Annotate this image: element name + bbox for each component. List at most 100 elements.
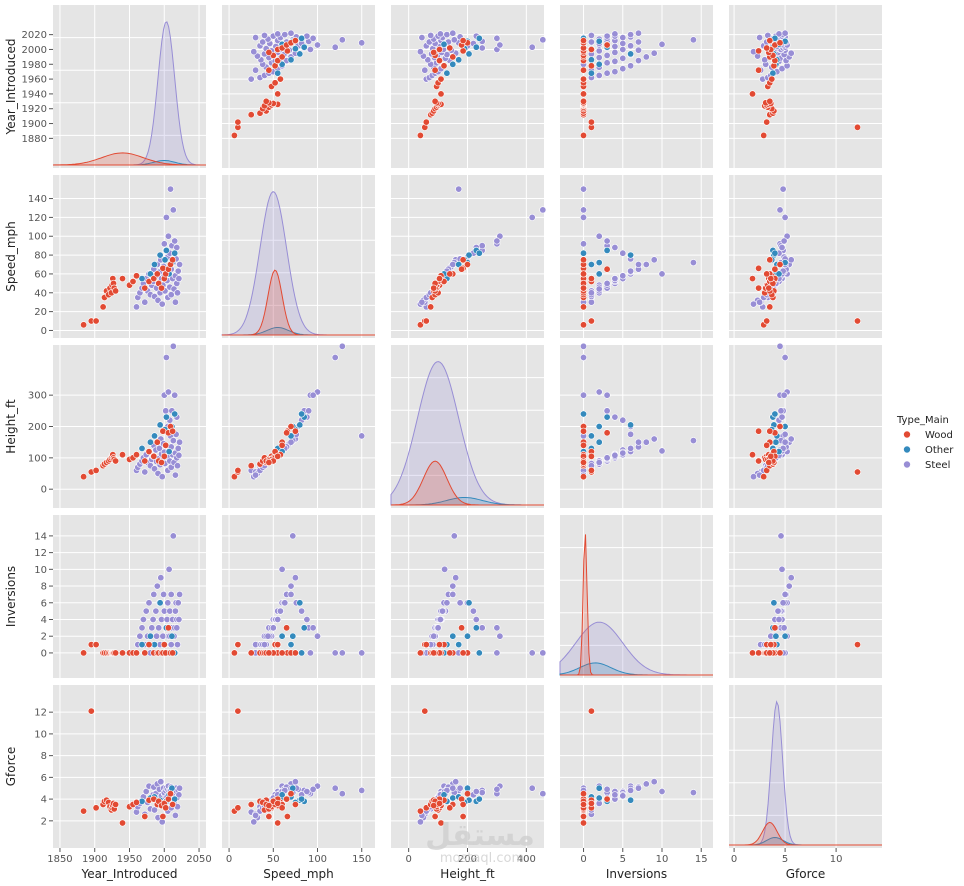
- point-wood: [265, 649, 273, 657]
- legend-marker-steel: [903, 460, 911, 469]
- point-steel: [787, 256, 795, 264]
- point-steel: [611, 57, 619, 65]
- point-other: [156, 251, 164, 259]
- point-wood: [458, 624, 466, 632]
- x-tick-label: 0: [731, 854, 737, 865]
- point-steel: [611, 68, 619, 76]
- point-steel: [780, 391, 788, 399]
- point-other: [587, 432, 595, 440]
- point-other: [296, 599, 304, 607]
- point-other: [465, 251, 473, 259]
- point-wood: [767, 641, 775, 649]
- point-wood: [274, 57, 282, 65]
- point-other: [287, 641, 295, 649]
- y-tick-label: 140: [28, 194, 47, 205]
- point-steel: [478, 44, 486, 52]
- x-tick-label: 400: [517, 854, 536, 865]
- y-tick-label: 14: [34, 531, 47, 542]
- point-wood: [579, 473, 587, 481]
- y-tick-label: 12: [34, 548, 47, 559]
- y-tick-label: 8: [41, 582, 47, 593]
- point-steel: [264, 632, 272, 640]
- x-tick-label: 2050: [186, 854, 211, 865]
- point-steel: [756, 34, 764, 42]
- x-tick-label: 0: [226, 854, 232, 865]
- point-other: [146, 270, 154, 278]
- point-steel: [358, 786, 366, 794]
- point-wood: [234, 118, 242, 126]
- point-wood: [766, 427, 774, 435]
- point-steel: [303, 615, 311, 623]
- point-other: [579, 410, 587, 418]
- panel-Gforce-vs-Year_Introduced: [53, 685, 206, 848]
- point-steel: [259, 38, 267, 46]
- point-wood: [141, 649, 149, 657]
- y-tick-label: 1960: [22, 75, 47, 86]
- point-steel: [139, 615, 147, 623]
- point-steel: [642, 438, 650, 446]
- point-steel: [169, 342, 177, 350]
- point-other: [298, 410, 306, 418]
- x-tick-label: 15: [695, 854, 708, 865]
- point-steel: [153, 632, 161, 640]
- point-wood: [119, 275, 127, 283]
- point-wood: [162, 804, 170, 812]
- point-steel: [176, 784, 184, 792]
- legend-marker-other: [903, 445, 911, 454]
- point-wood: [755, 47, 763, 55]
- point-wood: [763, 270, 771, 278]
- y-tick-label: 10: [34, 565, 47, 576]
- point-wood: [283, 795, 291, 803]
- point-steel: [358, 39, 366, 47]
- point-steel: [595, 232, 603, 240]
- point-steel: [611, 275, 619, 283]
- point-steel: [173, 624, 181, 632]
- point-wood: [771, 265, 779, 273]
- point-steel: [455, 185, 463, 193]
- point-wood: [230, 473, 238, 481]
- point-steel: [169, 206, 177, 214]
- y-tick-label: 300: [28, 391, 47, 402]
- point-steel: [619, 39, 627, 47]
- x-axis-label: Inversions: [606, 867, 667, 881]
- point-wood: [603, 795, 611, 803]
- point-wood: [579, 321, 587, 329]
- y-tick-label: 40: [34, 288, 47, 299]
- point-steel: [469, 607, 477, 615]
- point-steel: [260, 641, 268, 649]
- point-wood: [430, 649, 438, 657]
- point-steel: [579, 353, 587, 361]
- point-steel: [418, 298, 426, 306]
- point-steel: [619, 449, 627, 457]
- point-steel: [136, 632, 144, 640]
- point-wood: [99, 303, 107, 311]
- point-wood: [80, 321, 88, 329]
- point-steel: [619, 45, 627, 53]
- point-steel: [358, 649, 366, 657]
- point-wood: [283, 624, 291, 632]
- point-wood: [437, 75, 445, 83]
- point-other: [162, 246, 170, 254]
- point-steel: [176, 260, 184, 268]
- point-wood: [416, 321, 424, 329]
- point-steel: [281, 31, 289, 39]
- y-tick-label: 1880: [22, 134, 47, 145]
- point-steel: [539, 649, 547, 657]
- point-wood: [437, 819, 445, 827]
- point-steel: [252, 66, 260, 74]
- point-other: [443, 69, 451, 77]
- point-steel: [579, 206, 587, 214]
- point-other: [595, 784, 603, 792]
- point-other: [168, 632, 176, 640]
- point-steel: [619, 34, 627, 42]
- y-axis-label: Speed_mph: [4, 221, 18, 292]
- point-wood: [446, 649, 454, 657]
- point-wood: [587, 317, 595, 325]
- x-axis-label: Height_ft: [440, 867, 495, 881]
- point-steel: [287, 582, 295, 590]
- y-tick-label: 12: [34, 708, 47, 719]
- point-steel: [303, 787, 311, 795]
- legend-marker-wood: [903, 430, 911, 439]
- point-steel: [642, 260, 650, 268]
- point-steel: [142, 607, 150, 615]
